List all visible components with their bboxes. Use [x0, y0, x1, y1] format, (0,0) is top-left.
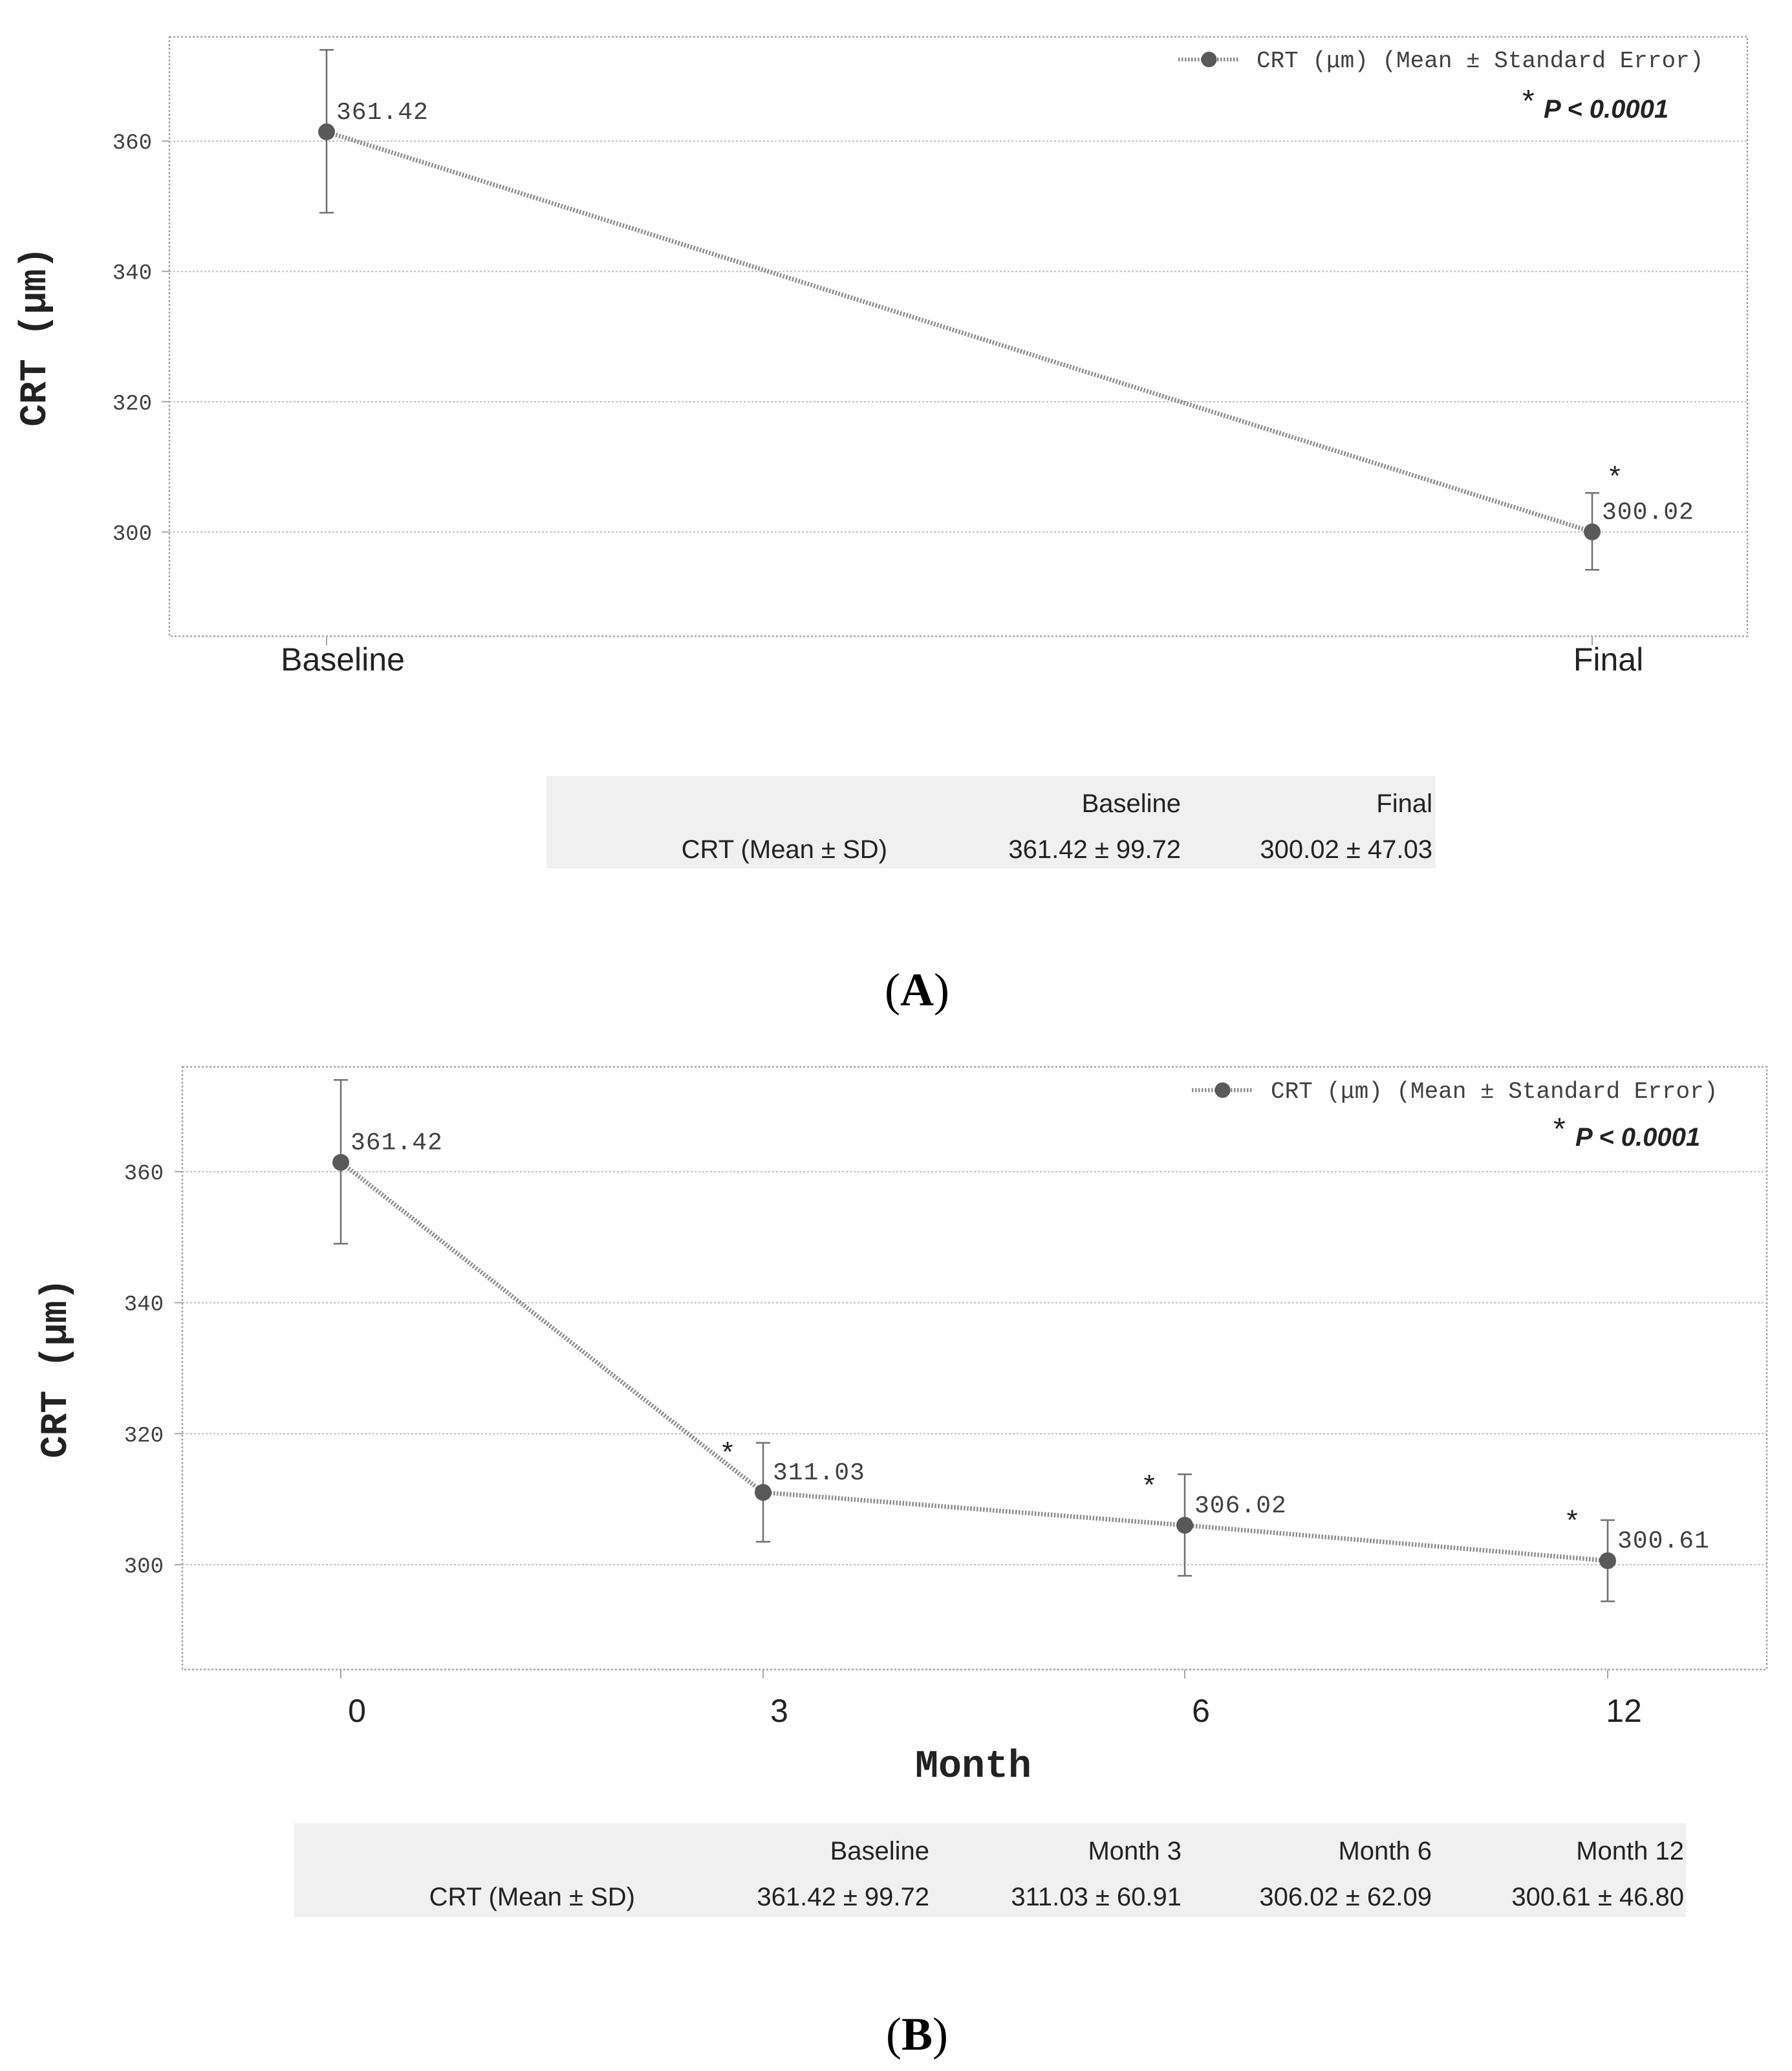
- data-label: 300.02: [1602, 499, 1694, 527]
- table-row-label: CRT (Mean ± SD): [682, 835, 887, 864]
- x-tick-label: Final: [1573, 641, 1643, 678]
- data-label: 361.42: [336, 99, 429, 127]
- data-point: [332, 1154, 349, 1171]
- y-tick-label: 300: [124, 1555, 164, 1580]
- table-background: [294, 1823, 1686, 1917]
- x-tick-label: 12: [1606, 1693, 1642, 1729]
- table-header: Baseline: [1082, 789, 1181, 818]
- table-header: Month 12: [1576, 1837, 1684, 1865]
- significance-star: *: [1566, 1505, 1577, 1536]
- data-point: [1584, 523, 1601, 541]
- table-cell: 361.42 ± 99.72: [1008, 835, 1181, 864]
- panel-label: (A): [885, 964, 949, 1016]
- table-cell: 311.03 ± 60.91: [1011, 1883, 1182, 1911]
- legend-marker-icon: [1214, 1082, 1231, 1098]
- y-tick-label: 360: [113, 131, 152, 156]
- y-tick-label: 320: [113, 392, 152, 416]
- x-tick-label: 3: [770, 1693, 788, 1729]
- legend: CRT (μm) (Mean ± Standard Error): [1192, 1078, 1718, 1105]
- p-value-star: *: [1552, 1112, 1565, 1146]
- y-tick-label: 340: [113, 262, 152, 286]
- significance-star: *: [1143, 1469, 1154, 1501]
- plot-frame: [181, 1066, 1768, 1671]
- y-axis-label: CRT (μm): [15, 246, 57, 426]
- table-cell: 306.02 ± 62.09: [1259, 1883, 1432, 1911]
- table-header: Final: [1376, 789, 1432, 818]
- panel-letter: A: [900, 964, 934, 1016]
- panel-B: 300 320 340 360 0 3 6 12 CRT (μm) Month 361.42 311.…: [36, 1066, 1768, 2060]
- data-point: [1599, 1552, 1616, 1569]
- significance-star: *: [1609, 460, 1620, 491]
- series-line: [339, 1160, 1608, 1563]
- table-row-label: CRT (Mean ± SD): [429, 1883, 635, 1911]
- legend-label: CRT (μm) (Mean ± Standard Error): [1257, 48, 1703, 74]
- x-tick-label: Baseline: [281, 641, 405, 678]
- data-label: 361.42: [351, 1130, 443, 1157]
- table-header: Month 3: [1088, 1837, 1182, 1865]
- series-line: [325, 129, 1593, 534]
- data-point: [1176, 1516, 1193, 1534]
- table-header: Baseline: [830, 1837, 929, 1865]
- data-label: 300.61: [1617, 1528, 1710, 1556]
- y-tick-label: 360: [124, 1162, 164, 1186]
- x-tick-label: 0: [348, 1693, 366, 1729]
- table-cell: 361.42 ± 99.72: [757, 1883, 929, 1911]
- legend-label: CRT (μm) (Mean ± Standard Error): [1271, 1078, 1718, 1105]
- legend: CRT (μm) (Mean ± Standard Error): [1178, 48, 1703, 74]
- legend-marker-icon: [1201, 52, 1217, 67]
- data-point: [318, 123, 335, 140]
- panel-letter: B: [901, 2008, 933, 2060]
- x-axis-label: Month: [915, 1745, 1031, 1789]
- significance-star: *: [722, 1436, 733, 1468]
- p-value-star: *: [1521, 84, 1534, 118]
- summary-table: Baseline Final CRT (Mean ± SD) 361.42 ± 99.…: [546, 776, 1436, 868]
- summary-table: Baseline Month 3 Month 6 Month 12 CRT (Mean …: [294, 1823, 1686, 1917]
- y-axis-label: CRT (μm): [36, 1278, 78, 1458]
- p-value-text: P < 0.0001: [1575, 1123, 1700, 1152]
- table-cell: 300.61 ± 46.80: [1511, 1883, 1684, 1911]
- data-label: 306.02: [1194, 1492, 1287, 1520]
- data-point: [755, 1484, 772, 1501]
- panel-label: (B): [886, 2008, 948, 2060]
- table-cell: 300.02 ± 47.03: [1260, 835, 1432, 864]
- p-value-text: P < 0.0001: [1544, 95, 1668, 123]
- table-header: Month 6: [1338, 1837, 1432, 1865]
- plot-frame: [168, 36, 1749, 638]
- y-tick-label: 320: [124, 1424, 164, 1448]
- table-background: [546, 776, 1436, 868]
- panel-A: 300 320 340 360 Baseline Final CRT (μm) 361.42 3…: [15, 36, 1749, 1016]
- data-label: 311.03: [773, 1459, 865, 1487]
- y-tick-label: 300: [113, 522, 152, 547]
- x-tick-label: 6: [1192, 1693, 1210, 1729]
- y-tick-label: 340: [124, 1293, 164, 1318]
